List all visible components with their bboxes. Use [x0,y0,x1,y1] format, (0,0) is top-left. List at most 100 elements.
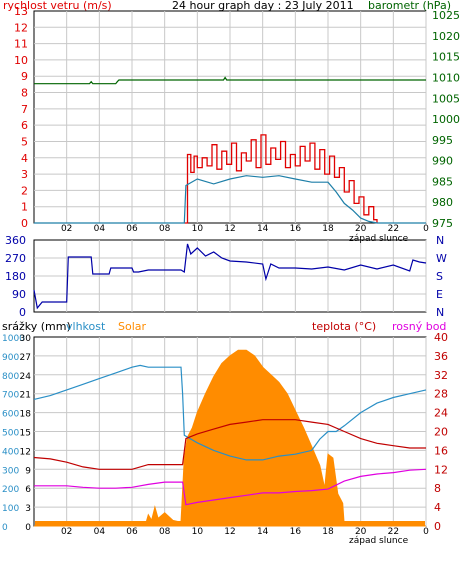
sunset-label-top: západ slunce [349,234,409,244]
rain-tick-label: 18 [20,410,32,420]
x-tick-label: 14 [257,224,269,234]
rain-tick-label: 15 [20,429,31,439]
sunset-label-bottom: západ slunce [349,536,409,546]
humidity-axis-label: vlhkost [66,320,106,333]
pressure-tick-label: 1020 [432,30,460,43]
pressure-tick-label: 1025 [432,9,460,22]
rain-tick-label: 30 [20,334,32,344]
direction-tick-label: 270 [5,252,26,265]
rain-tick-label: 21 [20,391,31,401]
pressure-line [34,76,426,85]
x-tick-label: 06 [126,527,138,537]
pressure-tick-label: 995 [432,134,453,147]
wind-tick-label: 11 [14,38,28,51]
wind-pressure-panel: 0123456789101112139759809859909951000100… [14,5,460,234]
wind-tick-label: 12 [14,21,28,34]
solar-tick-label: 200 [2,485,19,495]
wind-tick-label: 10 [14,54,28,67]
direction-grid [34,240,427,312]
compass-tick-label: S [436,270,443,283]
solar-tick-label: 300 [2,466,19,476]
wind-axis-label: rychlost vetru (m/s) [3,0,112,12]
x-tick-label: 16 [290,224,302,234]
compass-tick-label: W [436,252,447,265]
pressure-tick-label: 1010 [432,72,460,85]
temperature-tick-label: 24 [434,407,448,420]
compass-tick-label: N [436,234,444,247]
temperature-tick-label: 0 [434,520,441,533]
direction-tick-label: 0 [19,306,26,319]
temperature-tick-label: 4 [434,501,441,514]
wind-tick-label: 9 [21,70,28,83]
pressure-tick-label: 1005 [432,92,460,105]
x-tick-label: 06 [126,224,138,234]
x-tick-label: 20 [355,224,367,234]
pressure-tick-label: 975 [432,217,453,230]
gust-line [184,134,378,224]
temperature-panel: 1000900800700600500400300200100030272421… [2,331,448,537]
x-tick-label: 08 [159,527,171,537]
solar-tick-label: 1000 [2,334,25,344]
rain-tick-label: 6 [25,485,31,495]
compass-tick-label: E [436,288,443,301]
wind-pressure-series [34,76,426,224]
wind-tick-label: 1 [21,201,28,214]
x-tick-label: 04 [94,224,106,234]
x-tick-label: 08 [159,224,171,234]
temperature-series [33,349,427,527]
temperature-axis-label: teplota (°C) [312,320,376,333]
solar-tick-label: 600 [2,410,19,420]
wind-direction-line [33,243,427,310]
solar-tick-label: 0 [2,523,8,533]
chart-title: 24 hour graph day : 23 July 2011 [172,0,354,12]
rain-tick-label: 24 [20,372,32,382]
pressure-tick-label: 990 [432,155,453,168]
wind-speed-line [34,175,426,224]
direction-series [33,243,427,310]
x-tick-label: 12 [224,527,235,537]
solar-tick-label: 900 [2,353,19,363]
pressure-tick-label: 985 [432,175,453,188]
x-tick-label: 0 [423,224,429,234]
solar-axis-label: Solar [118,320,147,333]
wind-pressure-ticks: 0123456789101112139759809859909951000100… [14,5,460,234]
solar-tick-label: 500 [2,429,19,439]
x-tick-label: 20 [355,527,367,537]
wind-tick-label: 0 [21,217,28,230]
wind-tick-label: 4 [21,152,28,165]
solar-baseline-band [35,521,425,526]
direction-tick-label: 180 [5,270,26,283]
temperature-line [33,419,426,470]
compass-tick-label: N [436,306,444,319]
pressure-tick-label: 980 [432,196,453,209]
direction-tick-label: 360 [5,234,26,247]
rain-axis-label: srážky (mm) [2,320,71,333]
solar-tick-label: 400 [2,447,19,457]
wind-tick-label: 5 [21,135,28,148]
x-tick-label: 0 [423,527,429,537]
temperature-tick-label: 12 [434,463,448,476]
temperature-tick-label: 8 [434,482,441,495]
rain-tick-label: 0 [25,523,31,533]
rain-tick-label: 12 [20,447,31,457]
solar-tick-label: 100 [2,504,19,514]
wind-tick-label: 13 [14,5,28,18]
rain-tick-label: 9 [25,466,31,476]
direction-tick-label: 90 [12,288,26,301]
wind-tick-label: 3 [21,168,28,181]
temperature-tick-label: 28 [434,388,448,401]
rain-tick-label: 3 [25,504,31,514]
wind-tick-label: 2 [21,184,28,197]
rain-tick-label: 27 [20,353,31,363]
x-tick-label: 10 [192,224,204,234]
wind-tick-label: 7 [21,103,28,116]
wind-tick-label: 6 [21,119,28,132]
solar-area [34,349,426,527]
dewpoint-line [34,468,427,506]
solar-tick-label: 700 [2,391,19,401]
pressure-tick-label: 1015 [432,51,460,64]
x-tick-label: 12 [224,224,235,234]
pressure-tick-label: 1000 [432,113,460,126]
x-tick-label: 22 [388,224,399,234]
